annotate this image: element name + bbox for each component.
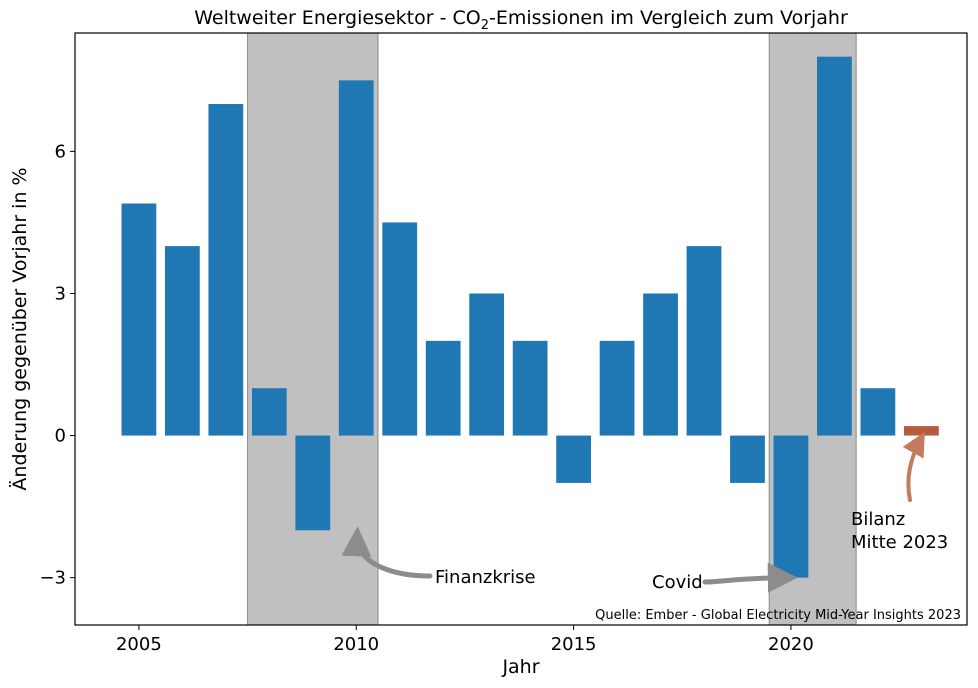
bar-2006 (164, 246, 200, 436)
y-axis-label: Änderung gegenüber Vorjahr in % (8, 167, 31, 490)
y-tick-label-0: 0 (55, 426, 66, 447)
bars (121, 56, 939, 578)
bar-2010 (338, 80, 374, 436)
bar-2005 (121, 203, 157, 436)
y-tick-label-3: 3 (55, 283, 66, 304)
bilanz-arrow (902, 431, 925, 502)
covid-label: Covid (652, 572, 703, 593)
bar-2014 (512, 340, 548, 436)
plot-frame (74, 32, 968, 626)
x-axis: 2005 2010 2015 2020 (116, 625, 814, 655)
bar-2011 (382, 222, 418, 436)
bar-2016 (599, 340, 635, 436)
x-tick-label-2015: 2015 (551, 634, 597, 655)
source-note: Quelle: Ember - Global Electricity Mid-Y… (595, 608, 961, 623)
bar-2023 (903, 426, 939, 436)
bar-2018 (686, 246, 722, 436)
y-tick-label-6: 6 (55, 141, 66, 162)
bar-2009 (295, 435, 331, 531)
bar-2019 (730, 435, 765, 483)
bar-2020 (773, 435, 809, 578)
x-tick-label-2005: 2005 (116, 634, 162, 655)
bar-2012 (425, 340, 461, 436)
y-tick-label--3: −3 (39, 568, 66, 589)
x-tick-label-2020: 2020 (768, 634, 814, 655)
covid-arrow (702, 562, 798, 593)
chart-title: Weltweiter Energiesektor - CO2-Emissione… (194, 7, 848, 33)
bar-2007 (208, 104, 244, 436)
bar-2021 (817, 56, 852, 436)
finanzkrise-arrow (341, 526, 433, 579)
finanzkrise-label: Finanzkrise (435, 567, 536, 588)
bar-2015 (556, 435, 591, 483)
bar-2017 (643, 293, 678, 436)
bar-2013 (469, 293, 505, 436)
annotations: Finanzkrise Covid Bilanz Mitte 2023 (341, 431, 948, 593)
bar-2008 (251, 388, 287, 436)
bar-2022 (860, 388, 896, 436)
x-axis-label: Jahr (501, 656, 539, 678)
y-axis: −3 0 3 6 (39, 141, 75, 589)
bilanz-label: Bilanz Mitte 2023 (851, 509, 948, 553)
x-tick-label-2010: 2010 (333, 634, 379, 655)
